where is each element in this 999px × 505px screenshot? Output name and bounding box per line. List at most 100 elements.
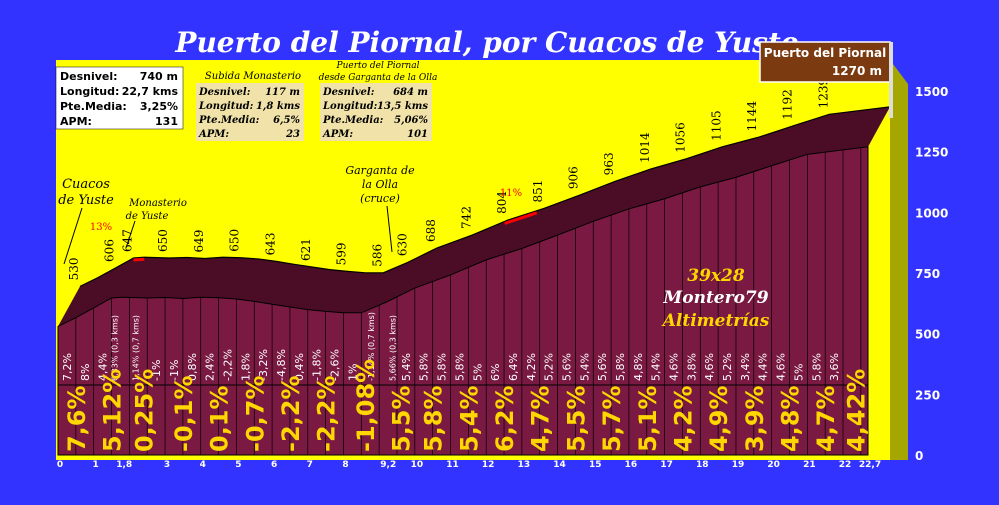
stats-garganta-box: Puerto del Piornal desde Garganta de la … [319, 61, 437, 141]
half-km-grade-label: 5,8% [810, 353, 823, 381]
half-km-grade-label: 5,2% [721, 353, 734, 381]
altitude-label: 650 [228, 229, 242, 252]
stats-monasterio-value-3: 23 [285, 129, 300, 140]
x-tick-label: 9,2 [380, 460, 396, 470]
half-km-grade-label: 5,8% [418, 353, 431, 381]
annotation-cuacos-line2: de Yuste [58, 193, 114, 208]
stats-garganta-label-0: Desnivel: [322, 87, 375, 98]
km-grade-label: 4,8% [776, 385, 804, 452]
altitude-label: 1014 [638, 132, 652, 163]
y-tick-label: 0 [915, 449, 923, 463]
x-tick-label: 20 [767, 460, 780, 470]
stats-monasterio-value-2: 6,5% [273, 115, 300, 126]
sky-side-wall [890, 60, 908, 460]
altitude-label: 630 [395, 233, 409, 256]
half-km-grade-label: -2,2% [221, 349, 234, 381]
annotation-garganta-line2: la Olla [362, 178, 398, 191]
half-km-grade-label: -2,6% [329, 349, 342, 381]
half-km-grade-label: 3,4% [739, 353, 752, 381]
km-grade-label: 6,2% [491, 385, 519, 452]
stats-garganta-label-1: Longitud: [322, 101, 378, 112]
stats-monasterio-title: Subida Monasterio [205, 71, 301, 82]
x-tick-label: 22 [839, 460, 852, 470]
half-km-grade-label: 5,6% [596, 353, 609, 381]
altitude-label: 963 [602, 152, 616, 175]
half-km-grade-label: 2,4% [204, 353, 217, 381]
altitude-label: 906 [567, 166, 581, 189]
stats-main-label-0: Desnivel: [60, 70, 118, 83]
km-grade-label: 5,5% [388, 385, 416, 452]
half-km-grade-label: 6% [489, 364, 502, 381]
stats-garganta-label-3: APM: [322, 129, 353, 140]
altitude-label: 1105 [709, 110, 723, 141]
stats-main-label-2: Pte.Media: [60, 100, 127, 113]
altitude-label: 649 [192, 230, 206, 253]
altitude-label: 647 [121, 229, 135, 252]
half-km-grade-label: 5,8% [453, 353, 466, 381]
half-km-grade-label: 0,8% [186, 353, 199, 381]
stats-garganta-value-3: 101 [407, 129, 428, 140]
km-grade-label: 0,25% [131, 369, 159, 452]
stats-monasterio-value-1: 1,8 kms [256, 101, 300, 112]
altitude-label: 650 [156, 229, 170, 252]
altitude-label: 742 [460, 206, 474, 229]
annotation-cuacos-line1: Cuacos [62, 177, 110, 192]
stats-monasterio-label-3: APM: [198, 129, 229, 140]
credits-line3: Altimetrías [661, 311, 770, 331]
half-km-grade-label: -1,14% (0,7 kms) [367, 312, 376, 381]
chart-title: Puerto del Piornal, por Cuacos de Yuste [174, 26, 798, 59]
km-grade-label: 5,5% [562, 385, 590, 452]
x-tick-label: 6 [271, 460, 277, 470]
km-grade-label: 7,6% [63, 385, 91, 452]
x-tick-label: 7 [307, 460, 313, 470]
half-km-grade-label: 4,4% [757, 353, 770, 381]
x-tick-label: 5 [235, 460, 241, 470]
half-km-grade-label: -1% [168, 360, 181, 381]
altitude-label: 1192 [781, 89, 795, 120]
altitude-label: 1239 [816, 78, 830, 109]
x-tick-label: 15 [589, 460, 602, 470]
km-grade-label: -0,7% [241, 375, 269, 452]
stats-monasterio-label-2: Pte.Media: [198, 115, 260, 126]
stats-monasterio-label-0: Desnivel: [198, 87, 251, 98]
altitude-label: 586 [370, 244, 384, 267]
km-grade-label: 4,9% [705, 385, 733, 452]
annotation-garganta-line1: Garganta de [345, 164, 415, 177]
y-tick-label: 1000 [915, 206, 948, 220]
half-km-grade-label: 0,4% [293, 353, 306, 381]
x-tick-label: 12 [482, 460, 495, 470]
half-km-grade-label: 4,4% [97, 353, 110, 381]
x-tick-label: 11 [446, 460, 459, 470]
credits-line2: Montero79 [662, 288, 768, 308]
half-km-grade-label: -4,8% [275, 349, 288, 381]
x-tick-label: 16 [625, 460, 638, 470]
km-grade-label: -1,08% [352, 359, 380, 452]
stats-main-value-0: 740 m [140, 70, 178, 83]
km-grade-label: -2,2% [277, 375, 305, 452]
stats-main-value-3: 131 [155, 115, 178, 128]
x-tick-label: 21 [803, 460, 816, 470]
credits-line1: 39x28 [687, 266, 745, 286]
stats-garganta-value-2: 5,06% [394, 115, 428, 126]
half-km-grade-label: -1,8% [311, 349, 324, 381]
max-grade-label-2: 11% [500, 188, 522, 199]
half-km-grade-label: 3,8% [685, 353, 698, 381]
y-tick-label: 250 [915, 388, 940, 402]
altitude-label: 1056 [674, 122, 688, 153]
half-km-grade-label: 4,6% [775, 353, 788, 381]
stats-main-value-1: 22,7 kms [122, 85, 179, 98]
summit-altitude: 1270 m [832, 64, 882, 78]
km-grade-label: -0,1% [170, 375, 198, 452]
altitude-label: 804 [495, 191, 509, 214]
profile-ridge-line [79, 106, 891, 287]
km-grade-label: 4,7% [527, 385, 555, 452]
x-tick-label: 3 [164, 460, 170, 470]
km-grade-label: 5,12% [99, 369, 127, 452]
half-km-grade-label: 5,6% [560, 353, 573, 381]
stats-garganta-value-1: 13,5 kms [377, 101, 428, 112]
half-km-grade-label: 5,8% [614, 353, 627, 381]
x-tick-label: 10 [411, 460, 424, 470]
km-grade-label: 4,2% [669, 385, 697, 452]
half-km-grade-label: 6,33% (0,3 kms) [110, 315, 119, 381]
km-grade-label: 3,9% [741, 385, 769, 452]
